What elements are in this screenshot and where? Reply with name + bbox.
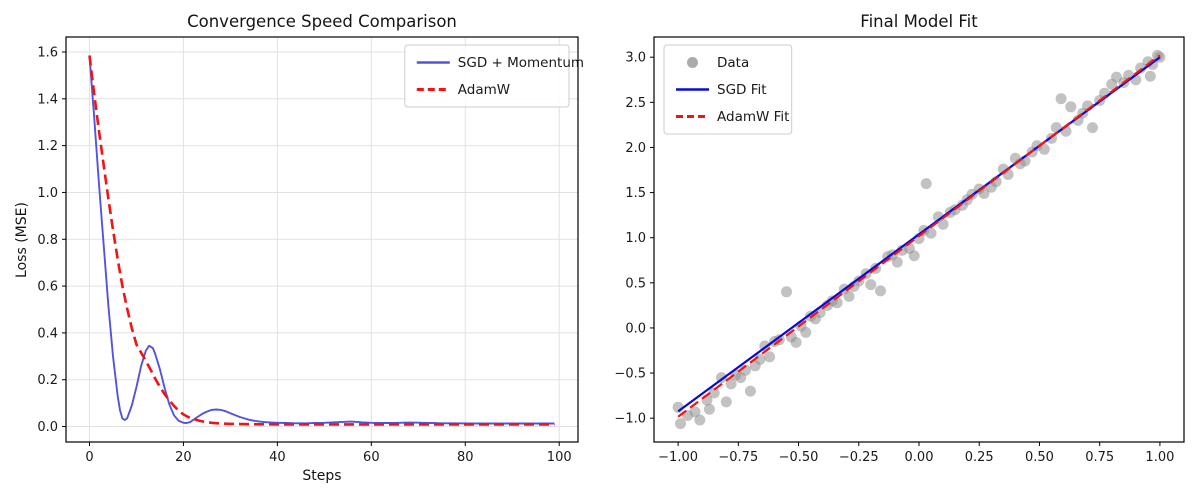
data-point — [1144, 70, 1156, 82]
data-point — [689, 406, 701, 418]
x-tick-label: 80 — [457, 450, 474, 465]
y-tick-label: 2.5 — [625, 96, 646, 111]
x-tick-label: −0.75 — [718, 450, 758, 465]
y-tick-label: 2.0 — [625, 141, 646, 156]
x-tick-label: 60 — [363, 450, 380, 465]
data-point — [703, 403, 715, 415]
y-tick-label: 1.0 — [625, 231, 646, 246]
x-tick-label: 1.00 — [1145, 450, 1174, 465]
legend-label: Data — [717, 55, 749, 71]
series-line-0 — [88, 55, 555, 425]
data-point — [920, 178, 932, 190]
data-point — [865, 279, 877, 291]
data-point — [937, 218, 949, 230]
data-point — [1065, 101, 1077, 113]
y-tick-label: 0.0 — [625, 321, 646, 336]
legend-box — [663, 44, 793, 135]
data-point — [708, 387, 720, 399]
data-point — [875, 285, 886, 297]
data-point — [908, 250, 920, 262]
y-tick-label: 1.0 — [37, 186, 58, 201]
data-point — [790, 336, 802, 348]
data-point — [1087, 122, 1098, 134]
x-tick-label: 0.25 — [965, 450, 994, 465]
legend-label: SGD Fit — [717, 82, 767, 98]
x-tick-label: 100 — [547, 450, 572, 465]
left-chart-xlabel: Steps — [302, 468, 342, 484]
y-tick-label: 3.0 — [625, 51, 646, 66]
y-tick-label: 0.8 — [37, 233, 58, 248]
legend-box — [404, 44, 570, 108]
legend-label: AdamW Fit — [717, 109, 789, 125]
y-tick-label: 1.6 — [37, 45, 58, 60]
data-point — [1038, 143, 1050, 155]
left-chart-title: Convergence Speed Comparison — [187, 12, 457, 31]
legend-marker-sample — [687, 57, 698, 68]
legend-label: SGD + Momentum — [458, 55, 584, 71]
x-tick-label: −0.50 — [779, 450, 819, 465]
series-line-1 — [88, 55, 555, 426]
y-tick-label: 1.5 — [625, 186, 646, 201]
data-point — [725, 378, 737, 390]
y-tick-label: −0.5 — [614, 367, 646, 382]
data-point — [720, 396, 732, 408]
y-tick-label: 1.2 — [37, 139, 58, 154]
data-point — [843, 290, 855, 302]
legend: SGD + Momentum AdamW — [404, 44, 584, 108]
y-tick-label: 1.4 — [37, 92, 58, 107]
x-tick-label: 0.50 — [1025, 450, 1054, 465]
x-tick-label: 40 — [269, 450, 286, 465]
left-chart-ylabel: Loss (MSE) — [14, 202, 30, 278]
x-tick-label: −0.25 — [839, 450, 879, 465]
x-tick-label: 0.00 — [905, 450, 934, 465]
y-tick-label: 0.2 — [37, 373, 58, 388]
data-point — [694, 414, 706, 426]
data-point — [764, 351, 776, 363]
data-point — [1055, 93, 1067, 105]
y-tick-label: 0.4 — [37, 326, 58, 341]
data-point — [925, 227, 937, 239]
data-point — [781, 286, 792, 298]
x-tick-label: 20 — [175, 450, 192, 465]
y-tick-label: 0.5 — [625, 276, 646, 291]
legend: Data SGD Fit AdamW Fit — [663, 44, 793, 135]
y-tick-label: 0.0 — [37, 420, 58, 435]
x-tick-label: 0.75 — [1085, 450, 1114, 465]
axes-0: 0 20 40 60 80 100 0.0 0.2 0.4 0.6 0.8 1.0 1.2 1.4 1.6 S… — [37, 36, 584, 465]
data-point — [800, 326, 812, 338]
data-point — [744, 385, 756, 397]
y-tick-label: 0.6 — [37, 280, 58, 295]
data-point — [675, 418, 686, 430]
y-tick-label: −1.0 — [614, 412, 646, 427]
series-line-1 — [677, 54, 1161, 418]
legend-label: AdamW — [458, 82, 510, 98]
data-point — [891, 256, 903, 268]
axes-1: −1.00 −0.75 −0.50 −0.25 0.00 0.25 0.50 0.75 1.00… — [614, 36, 1185, 465]
x-tick-label: −1.00 — [658, 450, 698, 465]
right-chart-title: Final Model Fit — [860, 12, 978, 31]
x-tick-label: 0 — [85, 450, 93, 465]
